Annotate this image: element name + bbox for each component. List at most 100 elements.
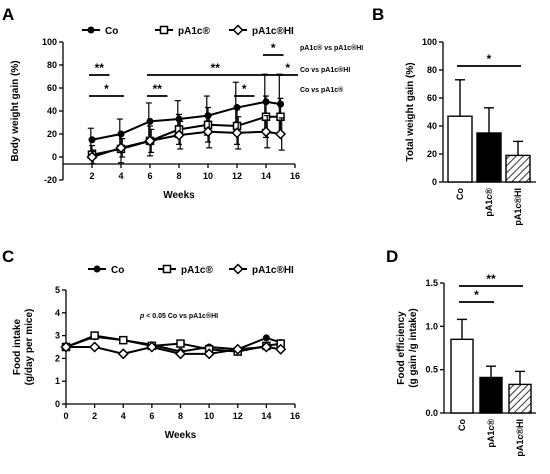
data-point (173, 129, 185, 141)
data-point (86, 151, 98, 163)
y-axis-label-line2: (g gain /g intake) (408, 308, 419, 387)
significance-stars: ** (95, 61, 105, 75)
y-tick-label: 0 (52, 152, 57, 162)
y-tick-label: 1.5 (425, 278, 438, 288)
legend-label: pA1c®HI (252, 265, 294, 276)
bar-2 (508, 383, 532, 414)
data-point (231, 127, 243, 139)
significance-stars: * (285, 61, 290, 75)
x-tick-label: 6 (147, 171, 152, 181)
legend-label: pA1c®HI (252, 26, 294, 37)
panel-d-food-efficiency: 0.0 0.5 1.0 1.5 Food efficiency (g gain /g in… (396, 272, 536, 457)
y-tick-label: 60 (47, 83, 57, 93)
data-point (88, 136, 96, 144)
y-axis-label-line2: (g/day per mice) (24, 309, 35, 386)
x-tick-label: 8 (178, 411, 183, 421)
data-point (260, 341, 272, 353)
y-axis-label-line1: Food efficiency (396, 311, 407, 385)
x-tick-label: 2 (89, 171, 94, 181)
y-tick-label: 0 (432, 177, 437, 187)
y-tick-label: 5 (55, 285, 60, 295)
legend: Co pA1c® pA1c®HI (88, 263, 294, 276)
data-point (275, 343, 287, 355)
x-tick-label: 14 (261, 171, 271, 181)
data-point (176, 339, 185, 348)
series-square (87, 95, 285, 165)
y-axis-label-line1: Food intake (12, 319, 23, 376)
legend-marker (93, 265, 101, 273)
y-tick-label: 0 (55, 399, 60, 409)
data-point (274, 128, 287, 140)
y-tick-label: 0.0 (425, 408, 438, 418)
x-tick-label: 4 (118, 171, 123, 181)
data-point (174, 348, 187, 360)
bar-0 (450, 338, 474, 414)
legend-label: pA1c® (181, 265, 213, 276)
data-point (203, 348, 215, 360)
y-tick-label: 40 (47, 106, 57, 116)
x-tick-label: 12 (232, 171, 242, 181)
x-tick-label: 2 (92, 411, 97, 421)
x-tick-label: 14 (261, 411, 271, 421)
x-tick-label: 10 (203, 171, 213, 181)
significance-stars: * (474, 288, 479, 302)
x-tick-label: 6 (149, 411, 154, 421)
significance-markers: *** ******* (89, 41, 298, 97)
p-value-note: p < 0.05 Co vs pA1c®HI (139, 312, 218, 320)
y-tick-label: 60 (427, 93, 437, 103)
significance-stars: ** (153, 82, 163, 96)
x-tick-label: 16 (290, 171, 300, 181)
y-tick-label: 20 (47, 129, 57, 139)
category-label: pA1c® (484, 188, 494, 217)
y-tick-label: 20 (427, 149, 437, 159)
legend-marker (232, 263, 244, 275)
legend-marker (232, 24, 244, 36)
x-tick-label: 10 (204, 411, 214, 421)
data-point (90, 331, 99, 340)
significance-stars: ** (486, 272, 496, 286)
legend-marker (159, 25, 169, 35)
data-point (144, 135, 156, 147)
x-tick-label: 16 (290, 411, 300, 421)
y-axis-label: Body weight gain (%) (10, 60, 21, 161)
legend-marker (87, 26, 95, 34)
y-tick-label: 2 (55, 353, 60, 363)
y-tick-label: 3 (55, 331, 60, 341)
significance-stars: ** (211, 61, 221, 75)
series-line (91, 100, 281, 141)
data-point (60, 341, 72, 353)
data-point (115, 142, 127, 154)
x-axis-label: Weeks (165, 430, 197, 441)
category-label: pA1c® (486, 419, 496, 448)
data-point (89, 341, 101, 353)
category-label: Co (455, 188, 465, 200)
data-point (202, 126, 214, 138)
panel-a-body-weight-gain: -20 0 20 40 60 80 100 2 4 6 8 10 12 14 16 Weeks Body wei… (10, 24, 363, 201)
significance-stars: * (487, 52, 492, 66)
y-tick-label: -20 (44, 175, 57, 185)
panel-label-b: B (372, 5, 384, 24)
legend-label: pA1c® (178, 26, 210, 37)
category-label: pA1c®HI (513, 188, 523, 226)
panel-label-a: A (2, 5, 14, 24)
series-circle (87, 73, 284, 152)
panel-label-d: D (386, 247, 398, 266)
y-tick-label: 100 (42, 37, 57, 47)
data-point (276, 112, 285, 121)
panel-b-total-weight-gain: 0 20 40 60 80 100 Total weight gain (%) Co pA1c®… (405, 37, 536, 226)
panel-label-c: C (2, 247, 14, 266)
legend-label: Co (105, 26, 118, 37)
category-label: pA1c®HI (515, 419, 525, 457)
comparison-note: Co vs pA1c®HI (300, 66, 350, 74)
series-diamond (60, 341, 287, 360)
significance-stars: * (271, 41, 276, 55)
y-tick-label: 1.0 (425, 321, 438, 331)
p-symbol: p (139, 313, 145, 320)
y-axis-label: Total weight gain (%) (405, 62, 416, 161)
bar-1 (476, 132, 502, 183)
category-label: Co (457, 419, 467, 431)
significance-stars: * (242, 82, 247, 96)
x-tick-label: 4 (121, 411, 126, 421)
